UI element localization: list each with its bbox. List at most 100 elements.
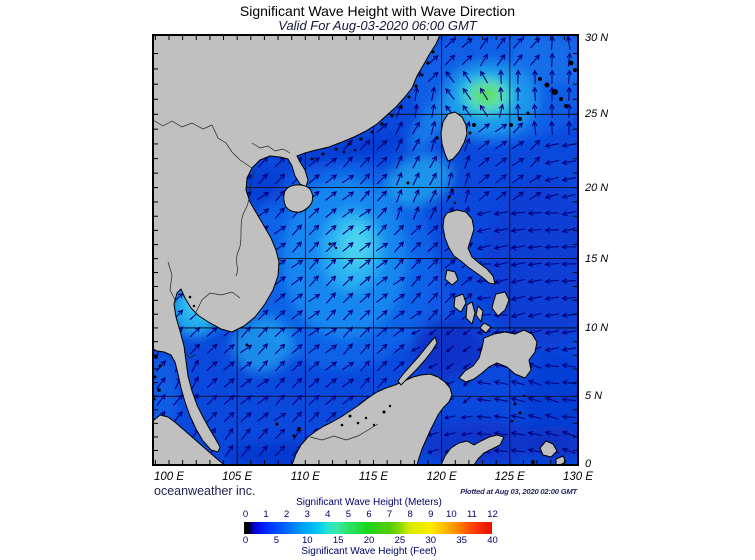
wave-arrow [207,411,218,423]
wave-arrow [476,244,491,251]
lon-tick-label: 115 E [358,471,389,483]
lon-tick-label: 125 E [494,471,525,483]
island-dot [399,105,403,109]
wave-arrow [308,377,320,388]
wave-arrow [376,276,389,286]
island-dot [431,50,435,54]
wave-arrow [529,139,541,151]
land-polygon [440,111,468,162]
wave-arrow [462,70,472,83]
wave-arrow [308,327,321,337]
wave-arrow [410,241,422,253]
wave-arrow [275,394,285,406]
wave-arrow [462,346,472,353]
wave-arrow [530,156,541,168]
lon-tick-label: 110 E [290,471,320,483]
meters-tick-label: 11 [466,509,477,520]
island-dot [420,73,424,77]
wave-arrow [561,380,576,386]
wave-arrow [549,69,555,85]
wave-arrow [376,242,389,252]
wave-arrow [206,326,218,337]
wave-arrow [258,360,268,372]
wave-arrow [376,173,388,185]
wave-arrow [395,154,403,169]
wave-arrow [173,410,183,423]
wave-arrow [360,377,370,389]
wave-arrow [532,86,538,102]
wave-arrow [544,346,559,353]
wave-arrow [496,36,506,49]
wave-arrow [308,157,321,167]
wave-arrow [510,396,525,403]
wave-arrow [342,292,354,304]
wave-arrow [429,155,437,169]
wave-arrow [376,360,388,372]
wave-arrow [325,411,337,422]
meters-tick-label: 3 [304,509,310,520]
wave-arrow [561,261,577,267]
wave-arrow [359,259,372,269]
island-dot [157,388,161,392]
wave-arrow [495,140,508,150]
wave-arrow [325,344,338,354]
island-dot [390,114,394,118]
meters-tick-label: 1 [263,509,269,520]
wave-arrow [376,123,388,133]
wave-arrow [532,120,538,136]
wave-arrow [342,275,354,287]
wave-arrow [309,258,320,270]
wave-arrow [429,206,437,220]
island-dot [468,131,472,135]
wave-arrow [443,415,456,420]
wave-arrow [445,345,454,353]
wave-arrow [561,362,576,369]
wave-arrow [413,103,419,119]
land-polygon [440,434,505,465]
wave-arrow [544,363,560,369]
wave-arrow [443,432,456,437]
wave-arrow [325,208,337,218]
wave-arrow [223,411,235,423]
wave-arrow [530,54,541,66]
wave-arrow [544,159,559,166]
wave-arrow [428,309,439,321]
wave-arrow [493,244,508,251]
wave-arrow [561,159,576,166]
lon-tick-label: 130 E [562,471,594,483]
credit-text: oceanweather inc. [154,484,256,498]
wave-arrow [462,104,472,117]
wave-arrow [430,137,437,152]
feet-tick-label: 15 [332,535,344,546]
border-line [309,423,379,441]
wave-arrow [173,394,183,406]
wave-arrow [478,173,490,184]
wave-arrow [376,310,388,320]
wave-arrow [493,396,508,403]
wave-arrow [342,361,355,371]
wave-arrow [447,171,454,186]
wave-arrow [427,71,439,83]
island-dot [356,421,360,425]
wave-arrow [561,278,577,284]
wave-arrow [561,397,577,403]
wave-arrow [496,53,506,66]
wave-arrow [510,244,525,251]
meters-tick-label: 7 [386,509,393,520]
meters-tick-label: 10 [446,509,457,520]
wave-arrow [223,394,235,405]
wave-arrow [274,326,286,338]
wave-arrow [544,278,560,284]
wave-arrow [510,430,525,437]
wave-arrow [309,241,320,253]
wave-arrow [257,309,269,321]
small-islands [153,50,577,464]
meters-tick-label: 12 [487,509,498,520]
wave-arrow [292,411,303,423]
island-dot [406,181,410,185]
meters-tick-label: 2 [284,509,290,520]
country-borders [153,119,379,441]
wave-arrow [476,227,491,234]
wave-arrow [512,157,525,167]
wave-arrow [460,432,473,437]
